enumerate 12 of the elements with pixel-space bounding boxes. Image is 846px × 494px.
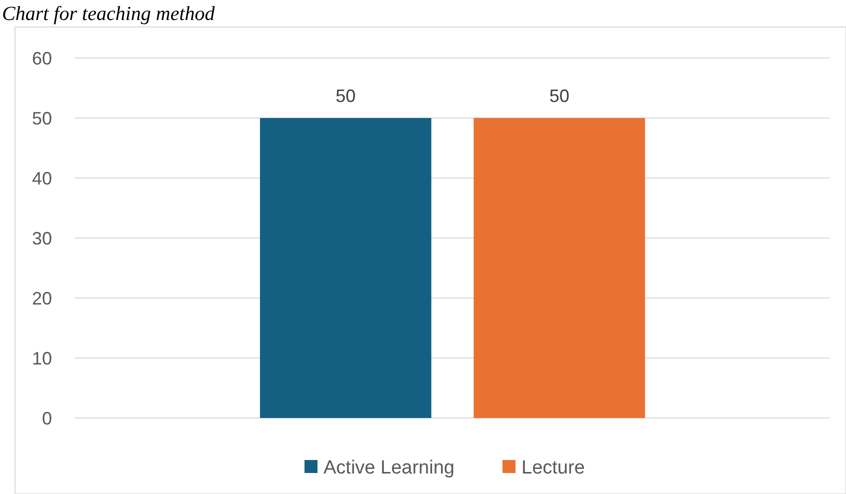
y-tick-label: 0 [42,408,52,428]
y-tick-label: 50 [32,108,52,128]
y-tick-label: 10 [32,348,52,368]
y-tick-label: 20 [32,288,52,308]
chart-title: Chart for teaching method [2,3,216,25]
y-tick-label: 40 [32,168,52,188]
data-label: 50 [549,86,570,106]
data-label: 50 [336,86,356,106]
y-tick-label: 30 [32,228,52,248]
legend-label: Active Learning [324,458,454,479]
legend-label: Lecture [522,458,585,479]
y-tick-label: 60 [32,48,52,68]
